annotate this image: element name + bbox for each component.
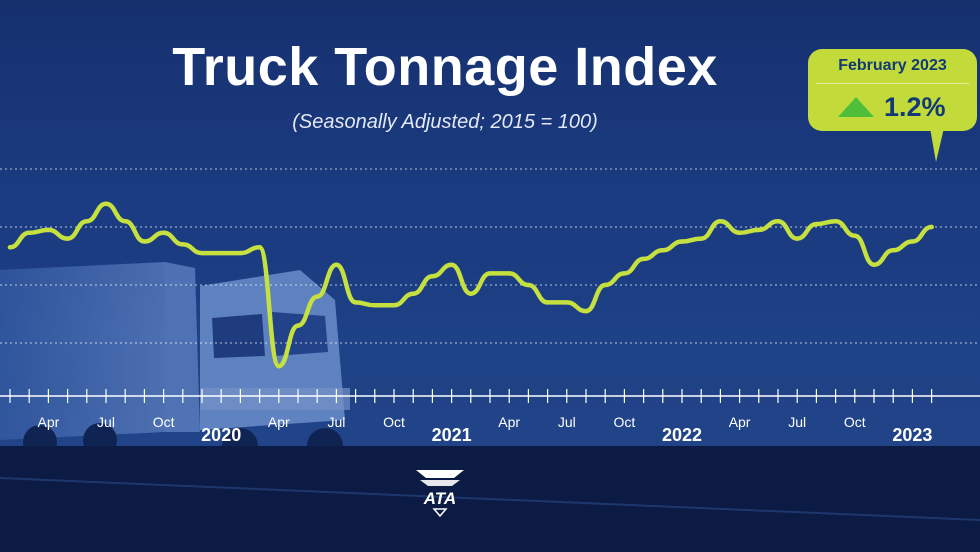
data-point [833, 219, 838, 224]
data-point [526, 282, 531, 288]
year-label: 2022 [662, 425, 702, 445]
callout-pointer [930, 128, 944, 162]
x-tick-label: Apr [38, 414, 60, 430]
gridlines [0, 168, 980, 344]
data-point [507, 271, 512, 276]
chart-subtitle: (Seasonally Adjusted; 2015 = 100) [292, 111, 598, 133]
callout-badge [808, 49, 977, 131]
year-label: 2020 [201, 425, 241, 445]
road-stripe [0, 477, 980, 521]
x-tick-label: Jul [558, 414, 576, 430]
data-point [219, 250, 224, 256]
data-point [238, 250, 243, 256]
data-point [756, 227, 761, 233]
x-tick-label: Apr [268, 414, 290, 430]
data-point [27, 230, 32, 235]
data-point [679, 239, 685, 244]
data-point [564, 300, 569, 305]
data-point [295, 323, 301, 328]
x-tick-label: Jul [327, 414, 345, 430]
data-point [411, 291, 416, 296]
x-tick-label: Oct [153, 414, 175, 430]
x-axis [0, 389, 980, 403]
callout-change-value: 1.2% [884, 92, 946, 122]
data-point [737, 230, 742, 235]
data-point [161, 230, 166, 235]
data-point [353, 300, 358, 305]
x-tick-label: Oct [383, 414, 405, 430]
callout-divider [816, 83, 969, 84]
data-point [65, 236, 70, 241]
x-tick-label: Apr [729, 414, 751, 430]
ata-logo-text: ATA [423, 489, 456, 508]
year-label: 2023 [892, 425, 932, 445]
up-arrow-icon [838, 97, 874, 117]
data-point [103, 201, 109, 206]
data-point [276, 364, 281, 369]
data-point [123, 219, 128, 224]
data-point [795, 236, 800, 241]
data-point [7, 245, 13, 250]
data-point [449, 262, 454, 267]
data-point [814, 221, 819, 227]
x-axis-labels: Apr Jul Oct Apr Jul Oct Apr Jul Oct Apr Jul Oct 2020… [38, 414, 933, 445]
callout-month: February 2023 [838, 57, 947, 74]
x-tick-label: Jul [788, 414, 806, 430]
x-tick-label: Oct [844, 414, 866, 430]
data-point [929, 224, 934, 230]
data-point [699, 236, 704, 241]
series-layer [7, 201, 934, 369]
data-point [660, 248, 665, 253]
data-point [718, 219, 723, 224]
x-tick-label: Oct [614, 414, 636, 430]
data-point [775, 219, 781, 224]
data-point [487, 271, 493, 276]
year-label: 2021 [432, 425, 472, 445]
data-point [891, 248, 896, 253]
data-point [852, 233, 857, 238]
data-point [46, 227, 51, 233]
data-point [583, 308, 589, 314]
data-point [468, 291, 473, 296]
data-point [257, 245, 262, 250]
data-point [84, 219, 90, 224]
data-point [142, 239, 147, 244]
data-point [334, 262, 339, 267]
data-point [199, 250, 205, 256]
data-point [871, 262, 877, 267]
data-point [315, 294, 320, 299]
data-point [910, 239, 915, 244]
chart-title: Truck Tonnage Index [172, 37, 718, 97]
data-point [391, 303, 397, 308]
data-point [430, 274, 435, 279]
data-point [545, 300, 550, 305]
ata-logo: ATA [416, 470, 464, 518]
data-point [641, 256, 646, 262]
data-point [622, 271, 627, 276]
data-point [180, 242, 185, 247]
x-tick-label: Apr [498, 414, 520, 430]
data-point [372, 303, 377, 308]
data-point [603, 282, 608, 288]
x-tick-label: Jul [97, 414, 115, 430]
